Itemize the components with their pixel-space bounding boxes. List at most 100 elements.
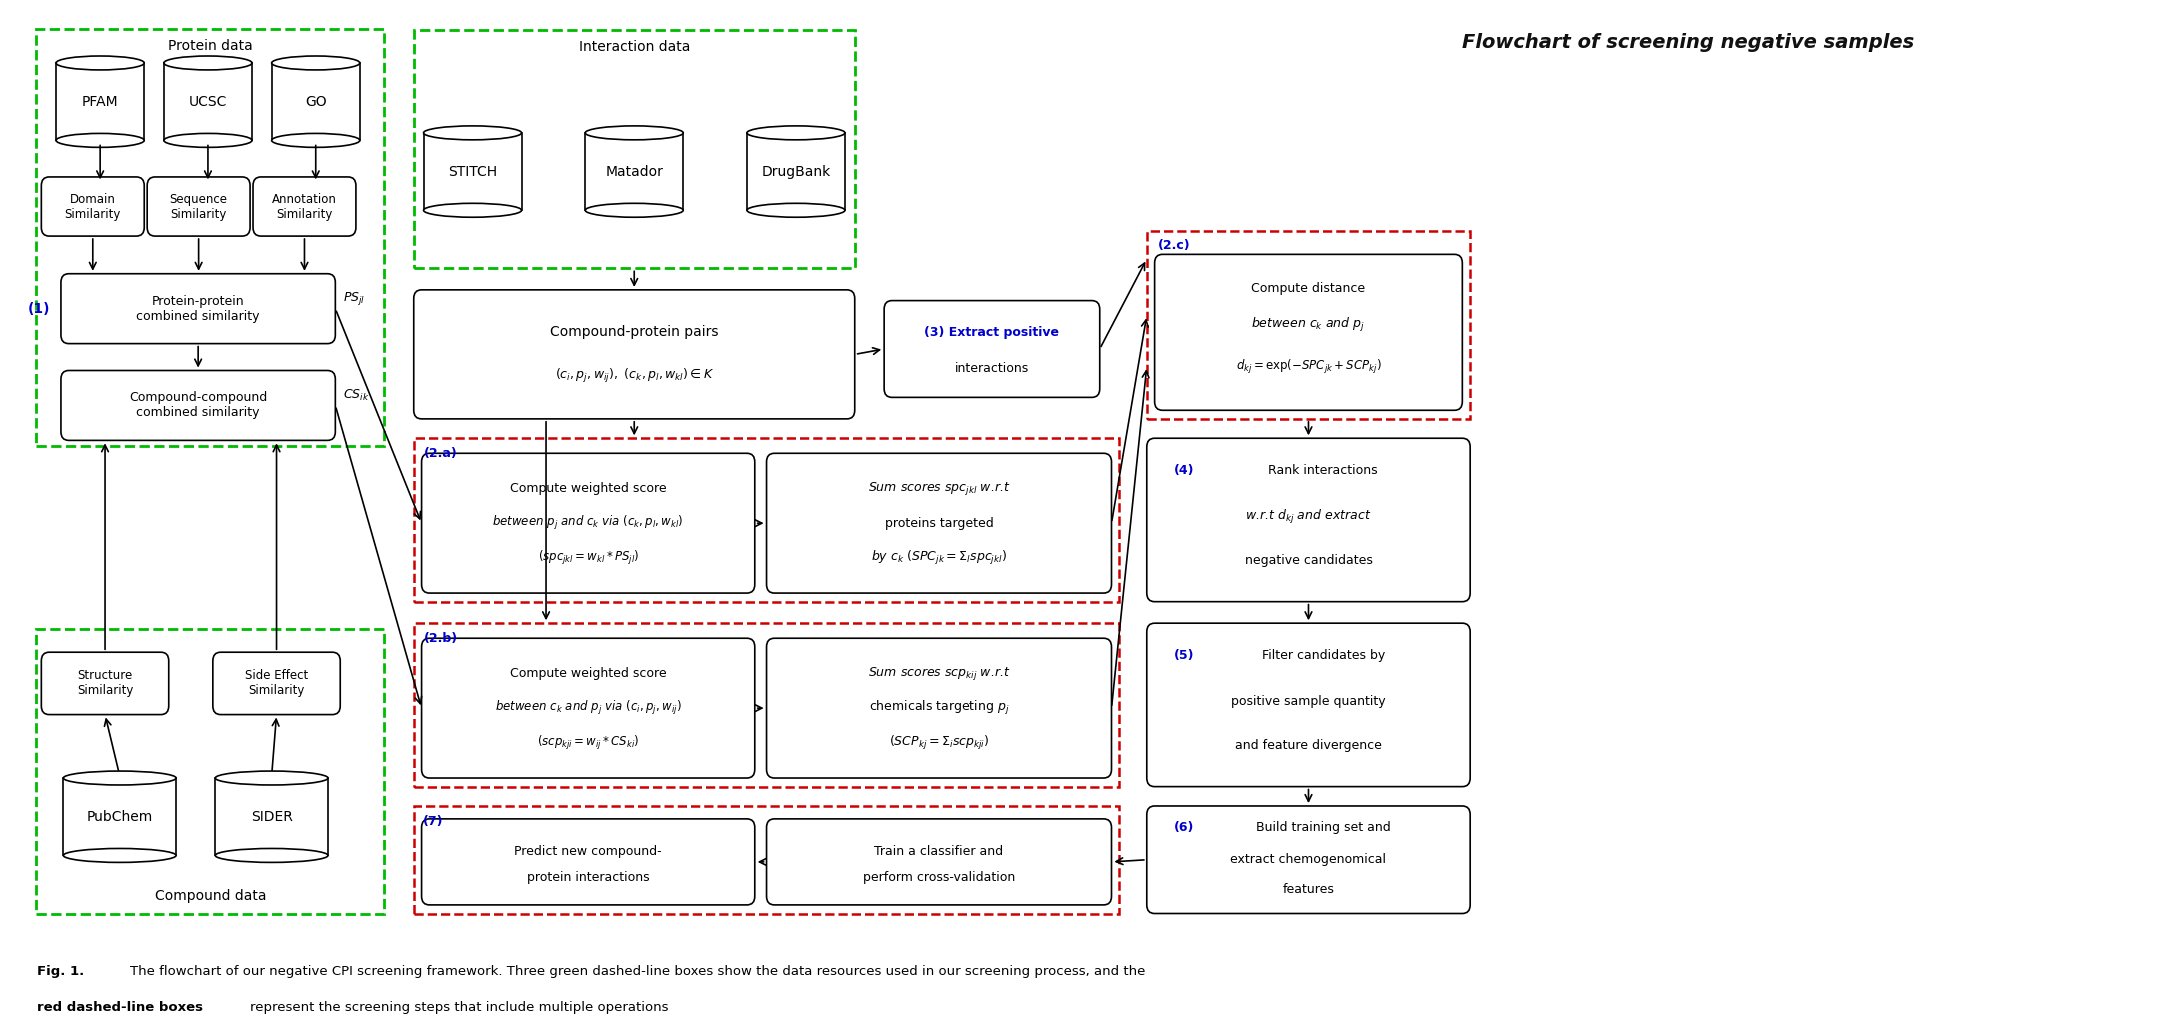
- Text: The flowchart of our negative CPI screening framework. Three green dashed-line b: The flowchart of our negative CPI screen…: [130, 965, 1146, 978]
- Bar: [57, 63, 143, 141]
- Text: (6): (6): [1174, 821, 1194, 834]
- Bar: [413, 806, 1120, 914]
- FancyBboxPatch shape: [1154, 254, 1463, 410]
- Ellipse shape: [424, 204, 522, 217]
- Text: Filter candidates by: Filter candidates by: [1261, 650, 1385, 662]
- FancyBboxPatch shape: [767, 638, 1111, 778]
- Bar: [163, 63, 252, 141]
- Text: proteins targeted: proteins targeted: [885, 517, 994, 529]
- Text: DrugBank: DrugBank: [761, 164, 830, 179]
- Text: $(c_i, p_j, w_{ij}),\ (c_k, p_l, w_{kl}) \in K$: $(c_i, p_j, w_{ij}),\ (c_k, p_l, w_{kl})…: [554, 367, 713, 386]
- Text: (2.a): (2.a): [424, 447, 459, 460]
- FancyBboxPatch shape: [767, 819, 1111, 905]
- Bar: [37, 628, 385, 914]
- FancyBboxPatch shape: [1146, 438, 1470, 601]
- Text: between $c_k$ and $p_j$: between $c_k$ and $p_j$: [1252, 316, 1365, 333]
- Text: $CS_{ik}$: $CS_{ik}$: [343, 388, 370, 403]
- Text: Train a classifier and: Train a classifier and: [874, 845, 1004, 858]
- Ellipse shape: [424, 125, 522, 140]
- Text: between $p_j$ and $c_k$ via $(c_k, p_l, w_{kl})$: between $p_j$ and $c_k$ via $(c_k, p_l, …: [491, 514, 685, 533]
- FancyBboxPatch shape: [422, 819, 754, 905]
- FancyBboxPatch shape: [422, 638, 754, 778]
- Bar: [1146, 230, 1470, 418]
- Text: Interaction data: Interaction data: [578, 40, 689, 53]
- Text: and feature divergence: and feature divergence: [1235, 739, 1383, 752]
- Text: Sequence
Similarity: Sequence Similarity: [170, 192, 228, 221]
- FancyBboxPatch shape: [213, 652, 341, 714]
- FancyBboxPatch shape: [422, 453, 754, 593]
- Text: PFAM: PFAM: [83, 95, 117, 109]
- Text: Flowchart of screening negative samples: Flowchart of screening negative samples: [1461, 33, 1913, 52]
- Ellipse shape: [748, 204, 846, 217]
- Text: interactions: interactions: [954, 362, 1028, 375]
- Text: GO: GO: [304, 95, 326, 109]
- Bar: [585, 133, 683, 211]
- Text: Sum scores $spc_{jkl}$ w.r.t: Sum scores $spc_{jkl}$ w.r.t: [867, 480, 1011, 497]
- Text: perform cross-validation: perform cross-validation: [863, 871, 1015, 884]
- Text: (1): (1): [28, 301, 50, 316]
- Ellipse shape: [63, 771, 176, 785]
- FancyBboxPatch shape: [41, 177, 143, 236]
- Text: $(SCP_{kj}=\Sigma_i scp_{kji})$: $(SCP_{kj}=\Sigma_i scp_{kji})$: [889, 734, 989, 752]
- Text: between $c_k$ and $p_j$ via $(c_i, p_j, w_{ij})$: between $c_k$ and $p_j$ via $(c_i, p_j, …: [496, 699, 680, 718]
- FancyBboxPatch shape: [767, 453, 1111, 593]
- Bar: [424, 133, 522, 211]
- Bar: [63, 778, 176, 855]
- Text: UCSC: UCSC: [189, 95, 226, 109]
- FancyBboxPatch shape: [885, 300, 1100, 398]
- Text: PubChem: PubChem: [87, 810, 152, 823]
- FancyBboxPatch shape: [148, 177, 250, 236]
- Text: protein interactions: protein interactions: [526, 871, 650, 884]
- Text: extract chemogenomical: extract chemogenomical: [1230, 853, 1387, 867]
- Text: Matador: Matador: [604, 164, 663, 179]
- FancyBboxPatch shape: [1146, 806, 1470, 914]
- Text: represent the screening steps that include multiple operations: represent the screening steps that inclu…: [250, 1001, 670, 1014]
- Text: (4): (4): [1174, 465, 1194, 477]
- Ellipse shape: [57, 134, 143, 147]
- Text: red dashed-line boxes: red dashed-line boxes: [37, 1001, 202, 1014]
- Ellipse shape: [215, 848, 328, 862]
- Text: Compute distance: Compute distance: [1252, 282, 1365, 295]
- Text: Compound-compound
combined similarity: Compound-compound combined similarity: [128, 392, 267, 419]
- Text: Compound-protein pairs: Compound-protein pairs: [550, 326, 717, 339]
- Text: (2.b): (2.b): [424, 632, 459, 645]
- Bar: [413, 623, 1120, 786]
- Text: (7): (7): [424, 814, 443, 828]
- Text: (5): (5): [1174, 650, 1194, 662]
- Text: $PS_{jl}$: $PS_{jl}$: [343, 290, 365, 306]
- Text: w.r.t $d_{kj}$ and extract: w.r.t $d_{kj}$ and extract: [1246, 508, 1372, 525]
- Ellipse shape: [748, 125, 846, 140]
- Text: Sum scores $scp_{kij}$ w.r.t: Sum scores $scp_{kij}$ w.r.t: [867, 665, 1011, 682]
- Bar: [748, 133, 846, 211]
- Text: Predict new compound-: Predict new compound-: [515, 845, 663, 858]
- Ellipse shape: [163, 134, 252, 147]
- Bar: [413, 30, 854, 268]
- Text: Protein data: Protein data: [167, 39, 252, 52]
- Text: Domain
Similarity: Domain Similarity: [65, 192, 122, 221]
- Ellipse shape: [585, 204, 683, 217]
- Ellipse shape: [215, 771, 328, 785]
- Ellipse shape: [585, 125, 683, 140]
- Text: features: features: [1283, 883, 1335, 896]
- Text: (3) Extract positive: (3) Extract positive: [924, 326, 1059, 339]
- Text: by $c_k$ $(SPC_{jk}=\Sigma_l spc_{jkl})$: by $c_k$ $(SPC_{jk}=\Sigma_l spc_{jkl})$: [872, 549, 1007, 567]
- Text: Structure
Similarity: Structure Similarity: [76, 669, 133, 697]
- Text: Fig. 1.: Fig. 1.: [37, 965, 85, 978]
- Text: chemicals targeting $p_j$: chemicals targeting $p_j$: [870, 699, 1009, 718]
- Ellipse shape: [63, 848, 176, 862]
- Bar: [413, 438, 1120, 601]
- Text: Compound data: Compound data: [154, 889, 265, 904]
- Ellipse shape: [163, 56, 252, 70]
- Ellipse shape: [272, 56, 361, 70]
- Ellipse shape: [272, 134, 361, 147]
- Text: $(spc_{jkl}=w_{kl}*PS_{jl})$: $(spc_{jkl}=w_{kl}*PS_{jl})$: [537, 549, 639, 567]
- FancyBboxPatch shape: [1146, 623, 1470, 786]
- FancyBboxPatch shape: [413, 290, 854, 418]
- Bar: [37, 29, 385, 446]
- Text: Side Effect
Similarity: Side Effect Similarity: [246, 669, 309, 697]
- Bar: [272, 63, 361, 141]
- Text: positive sample quantity: positive sample quantity: [1230, 695, 1385, 708]
- FancyBboxPatch shape: [61, 370, 335, 440]
- Text: $d_{kj}=\exp(-SPC_{jk}+SCP_{kj})$: $d_{kj}=\exp(-SPC_{jk}+SCP_{kj})$: [1235, 358, 1380, 375]
- Text: Rank interactions: Rank interactions: [1267, 465, 1378, 477]
